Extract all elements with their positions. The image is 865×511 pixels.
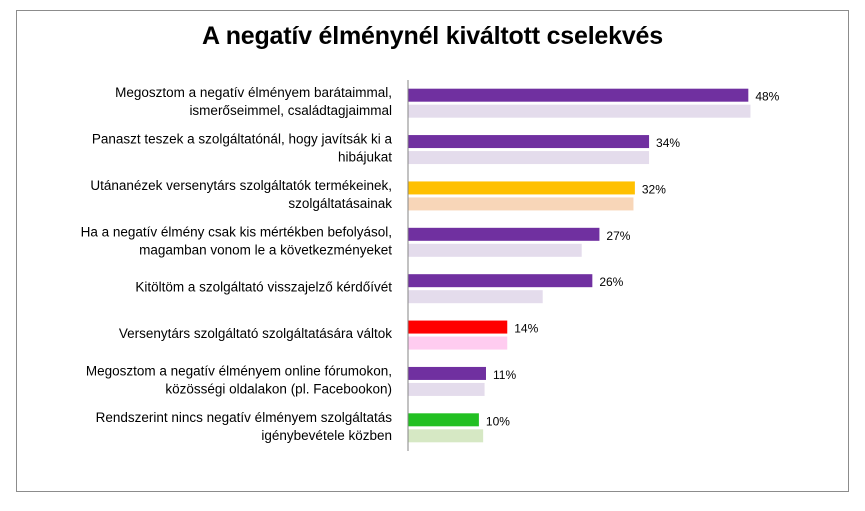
category-label: Versenytárs szolgáltató szolgáltatására … (119, 326, 392, 341)
bar-primary (408, 227, 600, 241)
bar-secondary (408, 336, 508, 350)
category-label-line: Utánanézek versenytárs szolgáltatók term… (90, 178, 392, 193)
category-label: Utánanézek versenytárs szolgáltatók term… (90, 178, 392, 211)
category-label-line: igénybevétele közben (261, 428, 392, 443)
category-label: Kitöltöm a szolgáltató visszajelző kérdő… (135, 280, 392, 295)
bar-secondary (408, 429, 484, 443)
category-label: Panaszt teszek a szolgáltatónál, hogy ja… (92, 132, 393, 165)
bar-secondary (408, 104, 751, 118)
category-label-line: közösségi oldalakon (pl. Facebookon) (165, 381, 392, 396)
category-label-line: Rendszerint nincs negatív élményem szolg… (96, 410, 393, 425)
data-label: 14% (514, 322, 538, 336)
bar-secondary (408, 243, 582, 257)
category-label: Megosztom a negatív élményem online fóru… (86, 363, 392, 396)
category-label-line: Ha a negatív élmény csak kis mértékben b… (81, 224, 392, 239)
bar-primary (408, 181, 635, 195)
category-label-line: Panaszt teszek a szolgáltatónál, hogy ja… (92, 132, 393, 147)
category-label: Rendszerint nincs negatív élményem szolg… (96, 410, 393, 443)
data-label: 34% (656, 136, 680, 150)
category-label-line: ismerőseimmel, családtagjaimmal (189, 103, 392, 118)
bar-primary (408, 135, 650, 149)
category-label-line: Versenytárs szolgáltató szolgáltatására … (119, 326, 392, 341)
data-label: 10% (486, 414, 510, 428)
bar-secondary (408, 290, 543, 304)
category-label: Megosztom a negatív élményem barátaimmal… (115, 85, 392, 118)
category-label: Ha a negatív élmény csak kis mértékben b… (81, 224, 393, 257)
category-label-line: Kitöltöm a szolgáltató visszajelző kérdő… (135, 280, 392, 295)
chart-title: A negatív élménynél kiváltott cselekvés (202, 22, 663, 50)
bar-primary (408, 320, 508, 334)
category-label-line: szolgáltatásainak (288, 196, 392, 211)
bar-secondary (408, 382, 485, 396)
bar-secondary (408, 197, 634, 211)
bar-primary (408, 88, 749, 102)
bar-primary (408, 413, 479, 427)
data-label: 27% (606, 229, 630, 243)
category-label-line: Megosztom a negatív élményem online fóru… (86, 363, 392, 378)
bar-primary (408, 274, 593, 288)
data-label: 32% (642, 182, 666, 196)
data-label: 11% (493, 368, 516, 382)
data-label: 26% (599, 275, 623, 289)
category-label-line: magamban vonom le a következményeket (139, 242, 392, 257)
category-label-line: hibájukat (338, 150, 392, 165)
bar-primary (408, 366, 486, 380)
category-label-line: Megosztom a negatív élményem barátaimmal… (115, 85, 392, 100)
data-label: 48% (755, 90, 779, 104)
bar-secondary (408, 151, 650, 165)
